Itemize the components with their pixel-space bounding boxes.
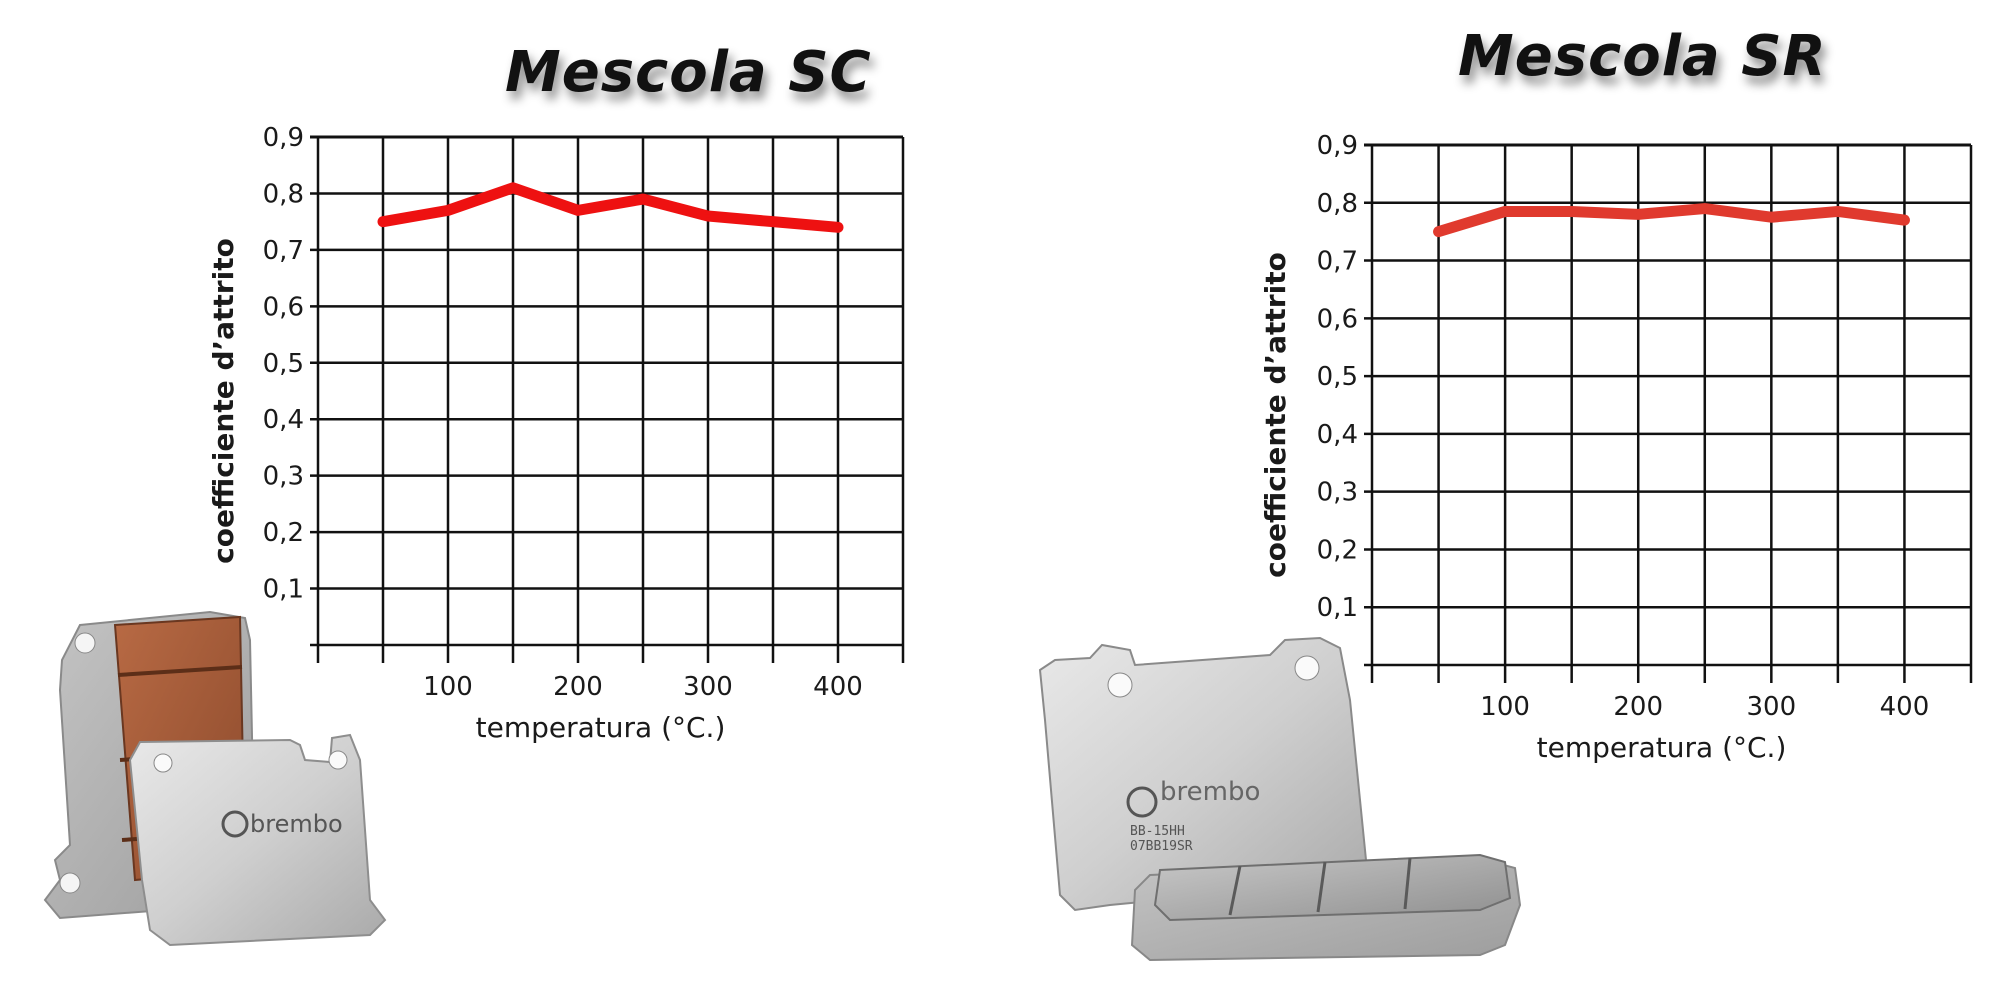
data-point (641, 197, 645, 202)
y-tick-label: 0,9 (263, 123, 304, 153)
x-tick-label: 300 (683, 672, 733, 702)
y-tick-label: 0,1 (263, 575, 304, 605)
data-point (1436, 229, 1441, 234)
x-tick-label: 100 (1480, 692, 1530, 722)
y-tick-label: 0,4 (1317, 420, 1358, 450)
y-tick-label: 0,9 (1317, 131, 1358, 161)
x-axis-label: temperatura (°C.) (1537, 731, 1787, 764)
pad-sc-photo: brembo (43, 610, 387, 947)
chart-sr: 0,1 0,2 0,3 0,4 0,5 0,6 0,7 0,8 0,9 100 200 300 400 t… (1259, 131, 1973, 764)
x-tick-label: 400 (1880, 692, 1930, 722)
series-line (377, 182, 844, 233)
data-point (1702, 206, 1707, 211)
pad-sr-code-2: 07BB19SR (1130, 839, 1193, 854)
y-tick-label: 0,7 (263, 236, 304, 266)
data-point (1503, 209, 1508, 214)
y-tick-label: 0,3 (1317, 478, 1358, 508)
data-point (446, 208, 450, 213)
y-tick-label: 0,2 (263, 518, 304, 548)
data-point (1569, 209, 1574, 214)
x-tick-label: 400 (813, 672, 863, 702)
x-axis-label: temperatura (°C.) (476, 711, 726, 744)
data-point (1769, 215, 1774, 220)
y-axis-label: coefficiente d’attrito (207, 238, 240, 564)
data-point (836, 225, 840, 230)
y-tick-label: 0,7 (1317, 247, 1358, 277)
chart-sc: 0,1 0,2 0,3 0,4 0,5 0,6 0,7 0,8 0,9 100 200 300 400 t… (207, 123, 905, 744)
data-point (771, 219, 775, 224)
pad-sc-brand: brembo (250, 810, 343, 838)
y-tick-label: 0,3 (263, 462, 304, 492)
y-tick-label: 0,2 (1317, 535, 1358, 565)
data-point (576, 208, 580, 213)
series-line (1433, 203, 1910, 238)
x-tick-label: 300 (1747, 692, 1797, 722)
y-tick-label: 0,5 (1317, 362, 1358, 392)
y-tick-label: 0,4 (263, 405, 304, 435)
data-point (706, 214, 710, 219)
x-tick-label: 200 (1613, 692, 1663, 722)
chart-title-sr: Mescola SR (1458, 24, 1827, 89)
y-tick-label: 0,1 (1317, 593, 1358, 623)
x-tick-label: 100 (423, 672, 473, 702)
y-tick-label: 0,8 (1317, 189, 1358, 219)
y-tick-label: 0,5 (263, 349, 304, 379)
data-point (381, 219, 385, 224)
y-tick-label: 0,6 (263, 292, 304, 322)
pad-sr-code-1: BB-15HH (1130, 824, 1185, 839)
data-point (1835, 209, 1840, 214)
data-point (1902, 218, 1907, 223)
x-tick-label: 200 (553, 672, 603, 702)
y-tick-label: 0,6 (1317, 304, 1358, 334)
pad-sr-brand: brembo (1160, 777, 1260, 807)
data-point (511, 185, 515, 190)
y-axis-label: coefficiente d’attrito (1259, 252, 1292, 578)
data-point (1636, 212, 1641, 217)
chart-title-sc: Mescola SC (505, 40, 872, 105)
pad-sr-photo: brembo BB-15HH 07BB19SR (1038, 636, 1522, 962)
y-tick-label: 0,8 (263, 179, 304, 209)
